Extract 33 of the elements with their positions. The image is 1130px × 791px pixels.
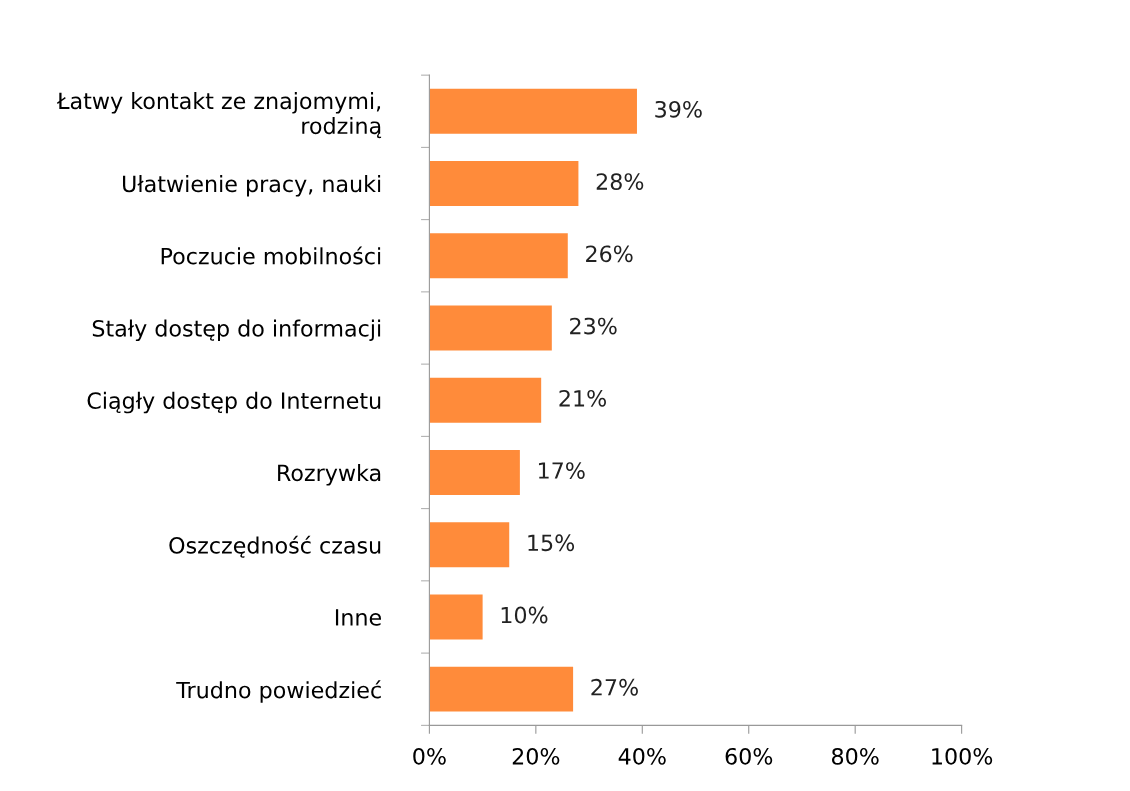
x-tick-label: 40% bbox=[618, 747, 666, 765]
bar bbox=[429, 522, 510, 568]
data-label: 17% bbox=[538, 462, 585, 479]
data-label: 28% bbox=[596, 173, 644, 190]
bar bbox=[429, 161, 579, 206]
bar bbox=[429, 666, 574, 712]
y-tick-label: Inne bbox=[335, 609, 381, 626]
y-tick-label: Łatwy kontakt ze znajomymi, rodziną bbox=[56, 92, 382, 139]
data-label: 27% bbox=[591, 678, 638, 696]
data-label: 10% bbox=[501, 606, 548, 624]
data-label: 26% bbox=[586, 245, 633, 263]
bar bbox=[429, 88, 637, 134]
bar bbox=[429, 450, 520, 495]
bar bbox=[429, 377, 542, 423]
bar bbox=[429, 305, 552, 351]
x-tick-label: 0% bbox=[413, 747, 446, 765]
y-tick-label: Trudno powiedzieć bbox=[176, 680, 381, 703]
x-tick-label: 60% bbox=[725, 747, 773, 765]
y-tick-label: Ciągły dostęp do Internetu bbox=[87, 391, 381, 414]
data-label: 21% bbox=[559, 389, 606, 407]
bar bbox=[429, 594, 483, 640]
y-tick-label: Oszczędność czasu bbox=[169, 535, 381, 558]
x-tick-label: 100% bbox=[932, 747, 993, 765]
y-tick-label: Stały dostęp do informacji bbox=[92, 319, 381, 342]
y-tick-label: Poczucie mobilności bbox=[161, 246, 381, 265]
data-label: 39% bbox=[655, 100, 702, 118]
x-tick-label: 80% bbox=[831, 747, 879, 765]
bar bbox=[429, 233, 568, 279]
y-tick-label: Ułatwienie pracy, nauki bbox=[123, 175, 381, 197]
data-label: 23% bbox=[570, 317, 617, 335]
x-tick-label: 20% bbox=[512, 747, 560, 765]
data-label: 15% bbox=[528, 534, 575, 552]
y-tick-label: Rozrywka bbox=[278, 464, 381, 486]
